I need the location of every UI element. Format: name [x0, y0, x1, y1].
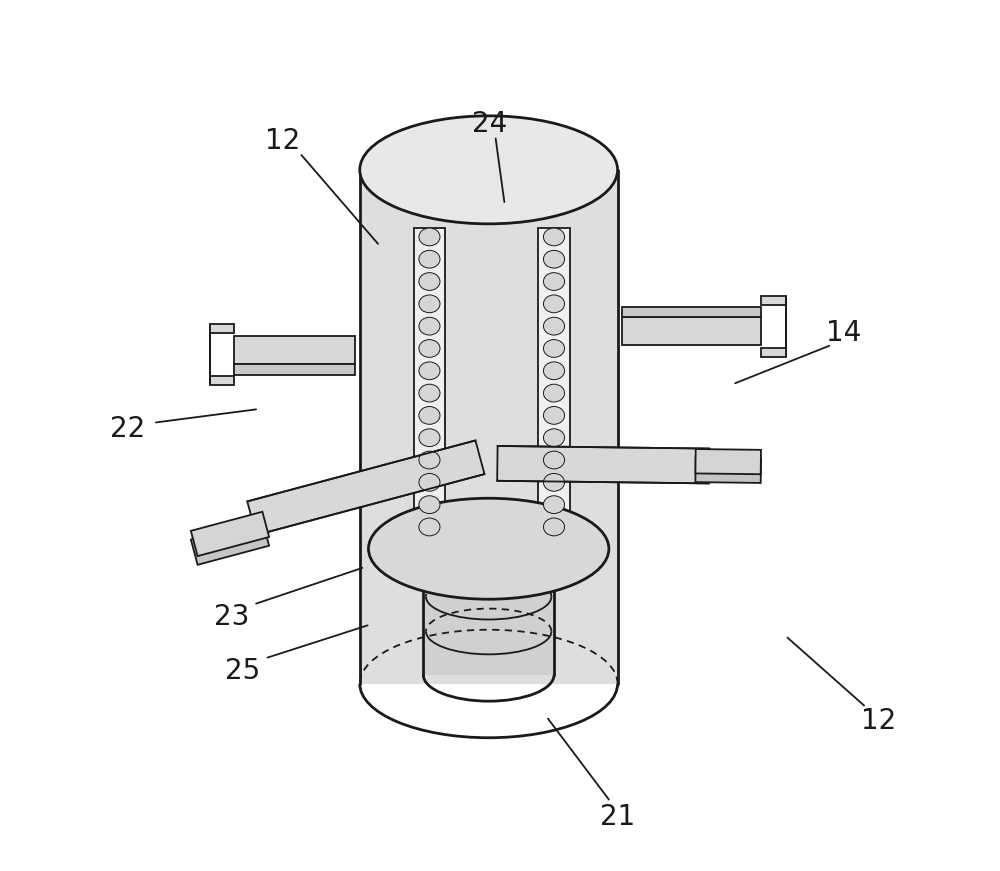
Ellipse shape: [419, 340, 440, 357]
Text: 12: 12: [861, 707, 897, 735]
Polygon shape: [695, 458, 761, 483]
Ellipse shape: [543, 250, 565, 268]
Polygon shape: [695, 449, 761, 474]
Polygon shape: [538, 228, 570, 544]
Ellipse shape: [543, 317, 565, 335]
Ellipse shape: [419, 451, 440, 469]
Ellipse shape: [419, 295, 440, 313]
Ellipse shape: [543, 429, 565, 447]
Ellipse shape: [543, 361, 565, 380]
Ellipse shape: [543, 451, 565, 469]
Polygon shape: [360, 170, 618, 684]
Text: 12: 12: [265, 127, 300, 155]
Ellipse shape: [419, 228, 440, 246]
Polygon shape: [191, 512, 269, 556]
Polygon shape: [210, 376, 234, 385]
Ellipse shape: [419, 273, 440, 290]
Polygon shape: [234, 364, 355, 375]
Text: 22: 22: [110, 415, 145, 442]
Polygon shape: [191, 521, 269, 564]
Ellipse shape: [419, 384, 440, 402]
Ellipse shape: [543, 384, 565, 402]
Polygon shape: [210, 324, 234, 333]
Ellipse shape: [423, 518, 554, 571]
Ellipse shape: [419, 474, 440, 491]
Ellipse shape: [543, 228, 565, 246]
Text: 21: 21: [600, 803, 635, 831]
Text: 14: 14: [826, 319, 862, 347]
Ellipse shape: [360, 116, 618, 224]
Ellipse shape: [543, 518, 565, 536]
Text: 25: 25: [225, 657, 261, 685]
Polygon shape: [234, 336, 355, 364]
Polygon shape: [761, 296, 786, 305]
Ellipse shape: [419, 518, 440, 536]
Polygon shape: [497, 446, 709, 483]
Ellipse shape: [543, 407, 565, 424]
Ellipse shape: [543, 496, 565, 514]
Polygon shape: [761, 348, 786, 357]
Ellipse shape: [543, 474, 565, 491]
Ellipse shape: [419, 496, 440, 514]
Polygon shape: [622, 317, 761, 345]
Ellipse shape: [419, 361, 440, 380]
Text: 24: 24: [472, 110, 507, 138]
Text: 23: 23: [214, 603, 249, 631]
Ellipse shape: [419, 250, 440, 268]
Polygon shape: [622, 307, 761, 317]
Ellipse shape: [419, 317, 440, 335]
Ellipse shape: [419, 407, 440, 424]
Ellipse shape: [543, 295, 565, 313]
Polygon shape: [423, 544, 554, 675]
Ellipse shape: [543, 340, 565, 357]
Ellipse shape: [543, 273, 565, 290]
Polygon shape: [414, 228, 445, 544]
Ellipse shape: [368, 498, 609, 599]
Ellipse shape: [419, 429, 440, 447]
Polygon shape: [247, 441, 484, 535]
